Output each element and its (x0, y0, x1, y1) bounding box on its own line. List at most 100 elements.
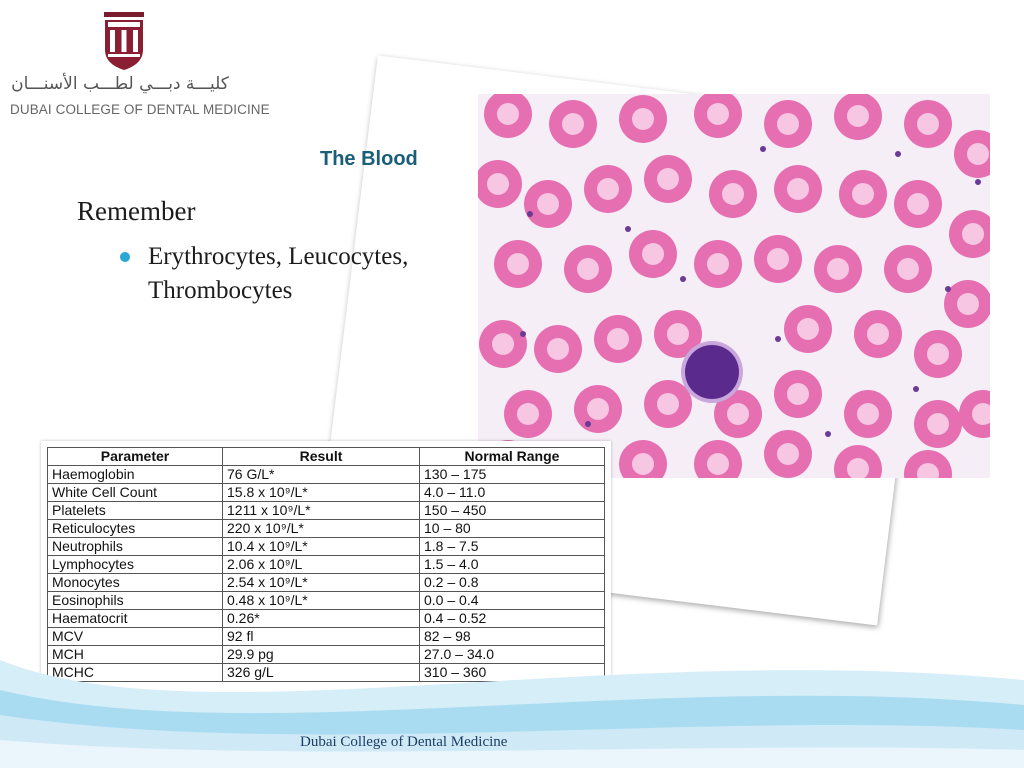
platelet (913, 386, 919, 392)
red-blood-cell (619, 440, 667, 478)
red-blood-cell (754, 235, 802, 283)
red-blood-cell (564, 245, 612, 293)
red-blood-cell (524, 180, 572, 228)
red-blood-cell (478, 160, 522, 208)
lab-results-card: Parameter Result Normal Range Haemoglobi… (41, 441, 611, 696)
platelet (895, 151, 901, 157)
cell-parameter: Haemoglobin (47, 465, 223, 484)
header-result: Result (222, 447, 420, 466)
red-blood-cell (944, 280, 990, 328)
red-blood-cell (694, 440, 742, 478)
platelet (945, 286, 951, 292)
footer-text: Dubai College of Dental Medicine (300, 734, 508, 750)
platelet (775, 336, 781, 342)
red-blood-cell (904, 100, 952, 148)
college-logo: كليـــة دبـــي لطـــب الأسنـــان DUBAI C… (8, 6, 270, 124)
cell-normal-range: 4.0 – 11.0 (419, 483, 605, 502)
red-blood-cell (839, 170, 887, 218)
platelet (975, 179, 981, 185)
red-blood-cell (884, 245, 932, 293)
cell-normal-range: 1.8 – 7.5 (419, 537, 605, 556)
red-blood-cell (644, 380, 692, 428)
cell-normal-range: 27.0 – 34.0 (419, 645, 605, 664)
cell-result: 1211 x 10⁹/L* (222, 501, 420, 520)
red-blood-cell (484, 94, 532, 138)
red-blood-cell (644, 155, 692, 203)
red-blood-cell (854, 310, 902, 358)
cell-result: 2.06 x 10⁹/L (222, 555, 420, 574)
red-blood-cell (479, 320, 527, 368)
red-blood-cell (709, 170, 757, 218)
red-blood-cell (949, 210, 990, 258)
cell-parameter: Eosinophils (47, 591, 223, 610)
cell-parameter: MCHC (47, 663, 223, 682)
table-row: White Cell Count 15.8 x 10⁹/L* 4.0 – 11.0 (47, 483, 605, 502)
decorative-waves (0, 660, 1024, 768)
cell-result: 2.54 x 10⁹/L* (222, 573, 420, 592)
red-blood-cell (654, 310, 702, 358)
red-blood-cell (619, 95, 667, 143)
header-normal-range: Normal Range (419, 447, 605, 466)
bullet-text: Erythrocytes, Leucocytes, Thrombocytes (148, 243, 409, 304)
red-blood-cell (534, 325, 582, 373)
cell-result: 15.8 x 10⁹/L* (222, 483, 420, 502)
platelet (527, 211, 533, 217)
cell-parameter: Reticulocytes (47, 519, 223, 538)
red-blood-cell (584, 165, 632, 213)
lab-results-table: Parameter Result Normal Range Haemoglobi… (47, 447, 605, 682)
slide-title: The Blood (320, 148, 418, 170)
red-blood-cell (714, 390, 762, 438)
table-row: Reticulocytes 220 x 10⁹/L* 10 – 80 (47, 519, 605, 538)
table-row: Neutrophils 10.4 x 10⁹/L* 1.8 – 7.5 (47, 537, 605, 556)
table-row: Monocytes 2.54 x 10⁹/L* 0.2 – 0.8 (47, 573, 605, 592)
cell-normal-range: 10 – 80 (419, 519, 605, 538)
cell-normal-range: 1.5 – 4.0 (419, 555, 605, 574)
platelet (825, 431, 831, 437)
lymphocyte (681, 341, 743, 403)
table-row: MCV 92 fl 82 – 98 (47, 627, 605, 646)
red-blood-cell (914, 330, 962, 378)
red-blood-cell (954, 130, 990, 178)
red-blood-cell (904, 450, 952, 478)
red-blood-cell (504, 390, 552, 438)
slide-heading: Remember (77, 196, 196, 226)
cell-parameter: Lymphocytes (47, 555, 223, 574)
cell-parameter: Platelets (47, 501, 223, 520)
logo-arabic-text: كليـــة دبـــي لطـــب الأسنـــان (11, 74, 229, 94)
red-blood-cell (694, 240, 742, 288)
header-parameter: Parameter (47, 447, 223, 466)
red-blood-cell (784, 305, 832, 353)
cell-normal-range: 150 – 450 (419, 501, 605, 520)
college-crest-icon (104, 12, 144, 70)
platelet (585, 421, 591, 427)
table-row: Haemoglobin 76 G/L* 130 – 175 (47, 465, 605, 484)
red-blood-cell (764, 100, 812, 148)
red-blood-cell (894, 180, 942, 228)
blood-smear-image (478, 94, 990, 478)
cell-normal-range: 0.4 – 0.52 (419, 609, 605, 628)
cell-result: 10.4 x 10⁹/L* (222, 537, 420, 556)
red-blood-cell (834, 445, 882, 478)
platelet (680, 276, 686, 282)
cell-normal-range: 130 – 175 (419, 465, 605, 484)
platelet (520, 331, 526, 337)
red-blood-cell (914, 400, 962, 448)
red-blood-cell (844, 390, 892, 438)
red-blood-cell (774, 370, 822, 418)
cell-result: 76 G/L* (222, 465, 420, 484)
table-row: Lymphocytes 2.06 x 10⁹/L 1.5 – 4.0 (47, 555, 605, 574)
red-blood-cell (574, 385, 622, 433)
red-blood-cell (959, 390, 990, 438)
table-row: Platelets 1211 x 10⁹/L* 150 – 450 (47, 501, 605, 520)
platelet (625, 226, 631, 232)
red-blood-cell (549, 100, 597, 148)
bullet-list: Erythrocytes, Leucocytes, Thrombocytes (120, 240, 470, 308)
cell-parameter: White Cell Count (47, 483, 223, 502)
logo-english-text: DUBAI COLLEGE OF DENTAL MEDICINE (10, 102, 270, 117)
red-blood-cell (594, 315, 642, 363)
cell-normal-range: 0.2 – 0.8 (419, 573, 605, 592)
red-blood-cell (764, 430, 812, 478)
cell-parameter: Neutrophils (47, 537, 223, 556)
table-header-row: Parameter Result Normal Range (47, 447, 605, 466)
red-blood-cell (774, 165, 822, 213)
